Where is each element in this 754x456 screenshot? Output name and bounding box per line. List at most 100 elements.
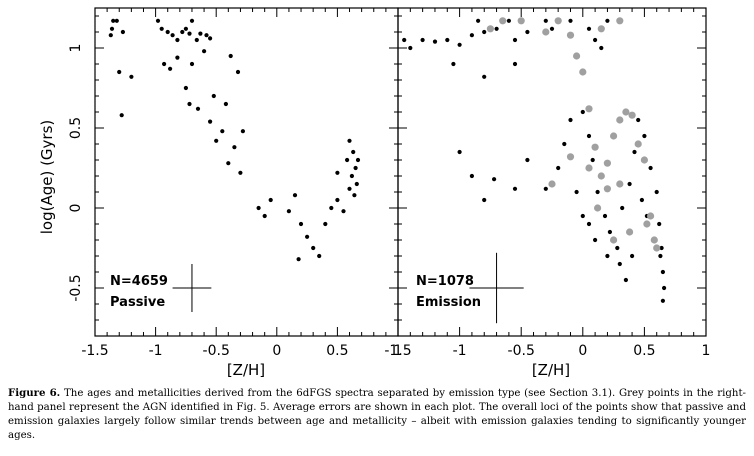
galaxy-point bbox=[605, 18, 610, 23]
galaxy-point bbox=[240, 129, 245, 134]
galaxy-point bbox=[605, 253, 610, 259]
agn-point bbox=[585, 164, 593, 172]
agn-point bbox=[603, 185, 612, 193]
agn-point bbox=[650, 236, 658, 244]
agn-point bbox=[640, 156, 649, 164]
galaxy-point bbox=[187, 101, 192, 107]
galaxy-point bbox=[543, 186, 548, 191]
galaxy-point bbox=[562, 141, 567, 147]
galaxy-point bbox=[223, 101, 228, 107]
galaxy-point bbox=[238, 170, 243, 175]
galaxy-point bbox=[119, 113, 124, 118]
galaxy-point bbox=[654, 189, 659, 195]
galaxy-point bbox=[168, 66, 173, 71]
galaxy-point bbox=[492, 177, 497, 182]
galaxy-point bbox=[170, 33, 175, 38]
galaxy-point bbox=[268, 197, 273, 203]
galaxy-point bbox=[352, 193, 357, 198]
galaxy-point bbox=[627, 181, 632, 187]
galaxy-point bbox=[329, 205, 334, 211]
galaxy-point bbox=[457, 42, 462, 47]
caption-label: Figure 6. bbox=[8, 387, 61, 399]
agn-point bbox=[486, 25, 494, 33]
x-tick-label-emission: -1 bbox=[453, 343, 467, 359]
galaxy-point bbox=[311, 245, 316, 251]
galaxy-point bbox=[214, 138, 219, 143]
galaxy-point bbox=[623, 277, 629, 283]
galaxy-point bbox=[590, 157, 595, 163]
agn-point bbox=[616, 180, 624, 188]
galaxy-point bbox=[189, 18, 195, 23]
galaxy-point bbox=[457, 149, 462, 155]
galaxy-point bbox=[165, 29, 170, 35]
galaxy-point bbox=[354, 181, 359, 187]
galaxy-point bbox=[630, 253, 635, 259]
galaxy-point bbox=[235, 69, 241, 75]
figure-caption: Figure 6. The ages and metallicities der… bbox=[8, 386, 746, 443]
galaxy-point bbox=[642, 133, 647, 139]
galaxy-point bbox=[549, 26, 555, 31]
galaxy-point bbox=[189, 61, 195, 67]
count-label-passive: N=4659 bbox=[110, 274, 168, 289]
galaxy-point bbox=[543, 18, 548, 23]
galaxy-point bbox=[602, 213, 608, 219]
agn-point bbox=[603, 159, 612, 167]
galaxy-point bbox=[292, 193, 298, 198]
galaxy-point bbox=[208, 119, 213, 124]
galaxy-point bbox=[355, 157, 361, 163]
galaxy-point bbox=[632, 149, 637, 155]
galaxy-point bbox=[657, 221, 662, 227]
galaxy-point bbox=[298, 221, 304, 227]
galaxy-point bbox=[662, 285, 667, 291]
agn-point bbox=[597, 172, 605, 180]
galaxy-point bbox=[593, 237, 598, 243]
galaxy-point bbox=[317, 253, 322, 259]
agn-point bbox=[579, 68, 587, 76]
agn-point bbox=[610, 132, 618, 140]
galaxy-point bbox=[568, 18, 573, 23]
agn-point bbox=[616, 17, 624, 25]
galaxy-point bbox=[494, 26, 499, 31]
agn-point bbox=[622, 108, 630, 116]
agn-point bbox=[597, 25, 605, 33]
galaxy-point bbox=[617, 261, 622, 267]
galaxy-point bbox=[129, 74, 134, 79]
galaxy-point bbox=[607, 229, 613, 235]
y-tick-label: 0.5 bbox=[68, 117, 84, 139]
x-tick-label-emission: 1 bbox=[702, 343, 711, 359]
agn-point bbox=[616, 116, 624, 124]
galaxy-point bbox=[556, 165, 561, 171]
galaxy-point bbox=[586, 26, 592, 31]
galaxy-point bbox=[512, 37, 518, 43]
y-tick-label: 0 bbox=[68, 204, 84, 213]
agn-point bbox=[653, 244, 661, 252]
galaxy-point bbox=[256, 205, 261, 211]
galaxy-point bbox=[660, 298, 666, 303]
galaxy-point bbox=[180, 29, 185, 35]
galaxy-point bbox=[580, 213, 585, 219]
x-tick-label-emission: 0.5 bbox=[633, 343, 655, 359]
galaxy-point bbox=[586, 221, 592, 227]
agn-point bbox=[499, 17, 507, 25]
x-tick-label-emission: -0.5 bbox=[508, 343, 535, 359]
galaxy-point bbox=[408, 45, 413, 51]
galaxy-point bbox=[648, 165, 653, 171]
galaxy-point bbox=[175, 37, 180, 43]
galaxy-point bbox=[111, 18, 116, 23]
galaxy-point bbox=[162, 61, 167, 67]
galaxy-point bbox=[353, 165, 358, 171]
galaxy-point bbox=[451, 61, 456, 67]
galaxy-point bbox=[476, 18, 481, 23]
galaxy-point bbox=[228, 53, 233, 59]
galaxy-point bbox=[469, 33, 474, 38]
galaxy-point bbox=[159, 26, 164, 31]
galaxy-point bbox=[226, 161, 231, 166]
galaxy-point bbox=[420, 37, 425, 43]
galaxy-point bbox=[341, 209, 346, 214]
agn-point bbox=[628, 111, 636, 119]
galaxy-point bbox=[658, 253, 663, 259]
galaxy-point bbox=[202, 49, 207, 54]
agn-point bbox=[594, 204, 602, 212]
galaxy-point bbox=[345, 157, 350, 163]
galaxy-point bbox=[347, 138, 352, 143]
